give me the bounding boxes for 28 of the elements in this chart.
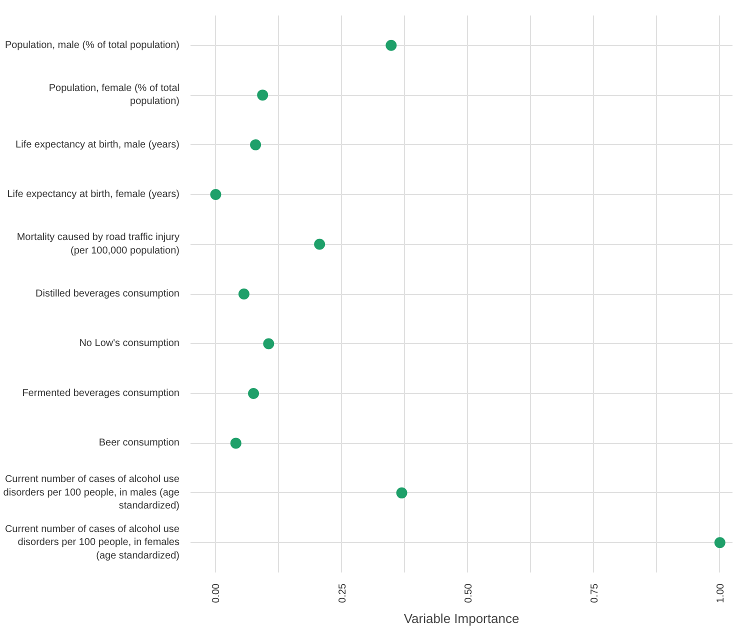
y-tick-label: Current number of cases of alcohol use disorders per 100 people, in males (age standardized)	[3, 474, 180, 512]
y-tick-label: Life expectancy at birth, female (years)	[7, 189, 180, 200]
point	[263, 338, 274, 350]
point	[396, 487, 408, 498]
x-tick-label: 0.75	[589, 583, 600, 603]
x-axis-title: Variable Importance	[404, 610, 520, 626]
y-tick-label: Life expectancy at birth, male (years)	[16, 139, 180, 150]
point	[250, 139, 262, 150]
point	[314, 238, 326, 250]
y-tick-label: Beer consumption	[98, 438, 180, 449]
y-tick-label: Population, male (% of total population)	[4, 40, 180, 51]
y-tick-label: No Low's consumption	[79, 338, 180, 350]
point	[257, 90, 268, 101]
point	[248, 388, 260, 399]
point	[230, 438, 242, 449]
x-tick-label: 0.00	[211, 583, 222, 603]
y-tick-label: Distilled beverages consumption	[36, 288, 180, 300]
point	[386, 40, 397, 51]
point	[238, 288, 250, 300]
y-tick-label: Population, female (% of total population)	[48, 82, 180, 108]
x-tick-label: 1.00	[715, 583, 726, 603]
point	[210, 189, 222, 200]
y-tick-label: Fermented beverages consumption	[22, 388, 180, 399]
point	[714, 537, 726, 548]
x-tick-label: 0.25	[337, 583, 348, 603]
y-tick-label: Mortality caused by road traffic injury (per 100,000 population)	[16, 232, 180, 256]
y-tick-label: Current number of cases of alcohol use disorders per 100 people, in females (age standardized)	[4, 524, 180, 562]
x-tick-label: 0.50	[463, 583, 474, 603]
